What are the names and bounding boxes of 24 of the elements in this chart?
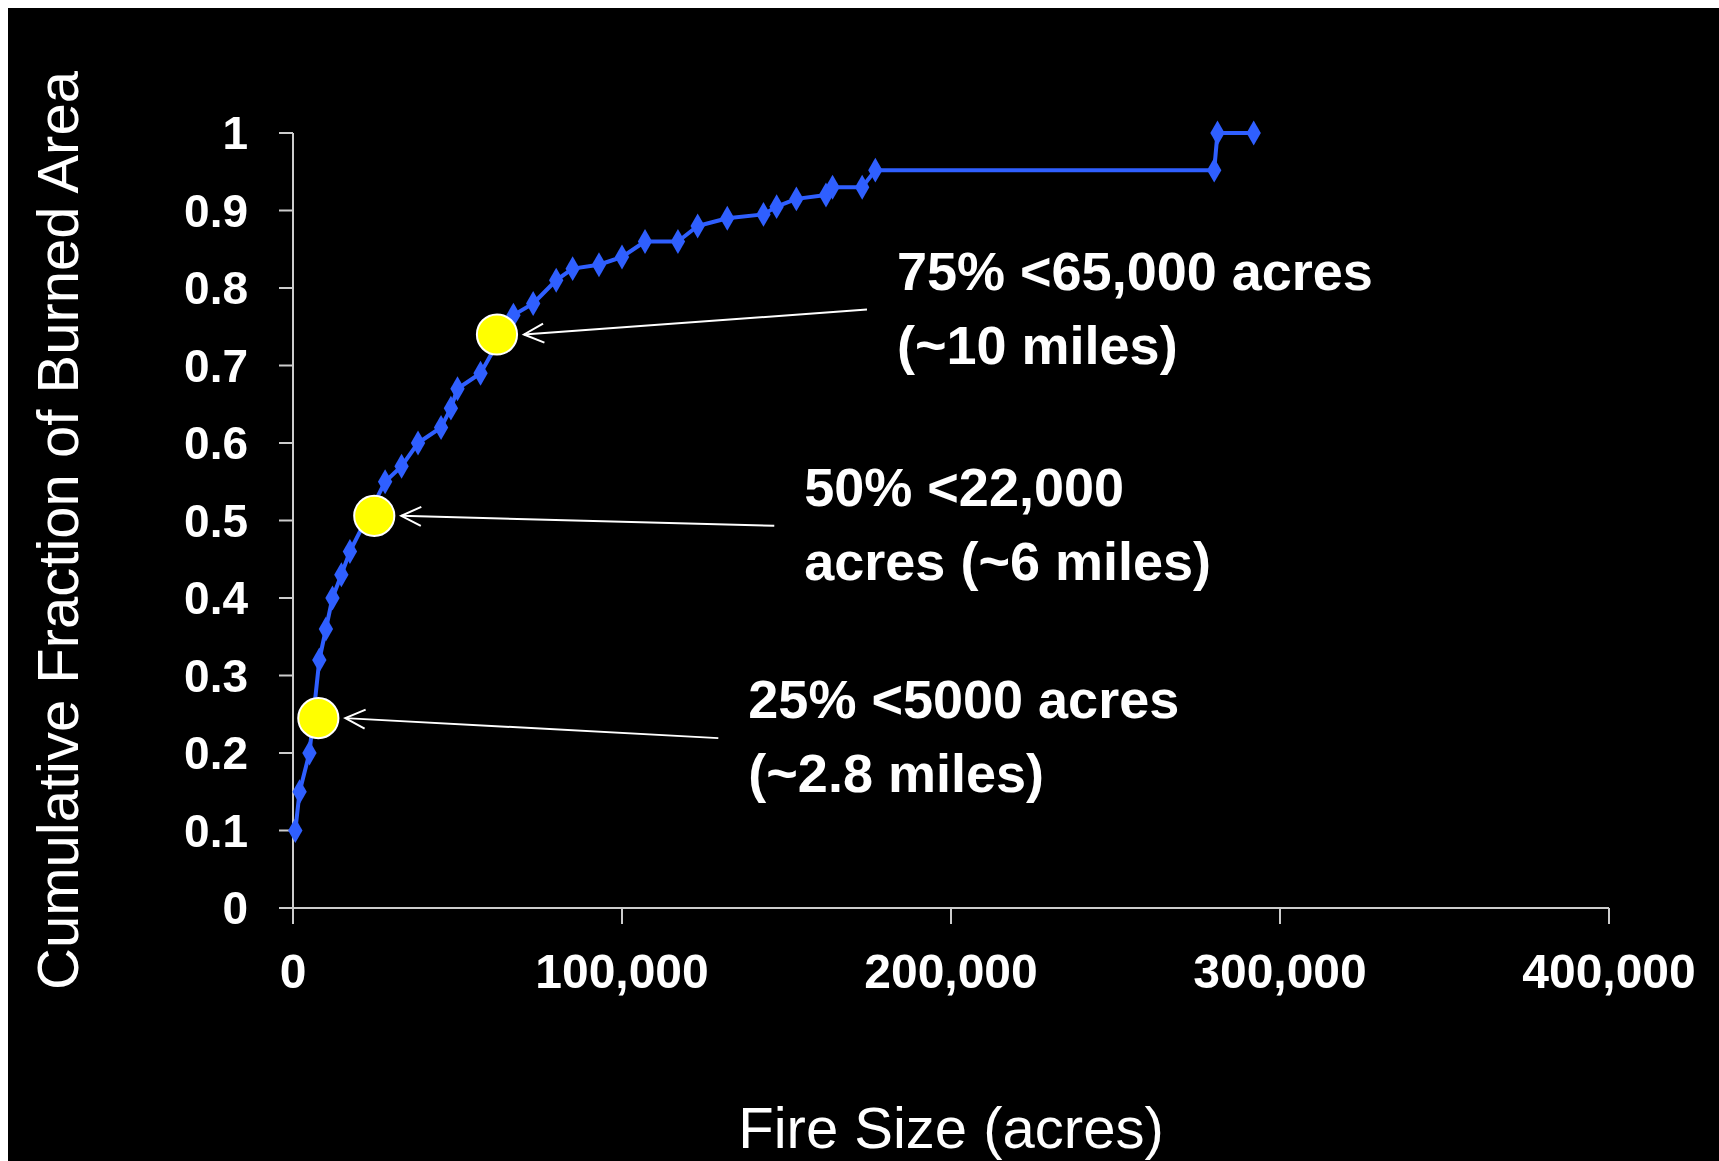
y-tick-label: 0.4 [184, 572, 249, 625]
annotation: 25% <5000 acres (~2.8 miles) [748, 669, 1180, 804]
y-tick-label: 0.6 [184, 417, 248, 470]
y-tick-label: 0.5 [184, 494, 248, 547]
annotation: 50% <22,000 acres (~6 miles) [804, 456, 1212, 591]
x-tick-label: 400,000 [1522, 945, 1696, 998]
point [297, 697, 340, 740]
y-tick-label: 0.7 [184, 339, 248, 392]
y-tick-label: 1 [222, 107, 248, 160]
x-tick-label: 100,000 [535, 945, 709, 998]
y-tick-label: 0 [222, 882, 248, 935]
point [353, 494, 396, 537]
x-tick-label: 200,000 [864, 945, 1038, 998]
x-tick-label: 300,000 [1193, 945, 1367, 998]
y-tick-label: 0.8 [184, 262, 248, 315]
x-axis-title: Fire Size (acres) [738, 1095, 1164, 1160]
x-tick-label: 0 [279, 945, 307, 998]
y-tick-label: 0.1 [184, 804, 248, 857]
y-axis-title: Cumulative Fraction of Burned Area [25, 70, 90, 990]
y-tick-label: 0.9 [184, 184, 248, 237]
y-tick-label: 0.2 [184, 727, 248, 780]
annotation: 75% <65,000 acres (~10 miles) [896, 240, 1373, 375]
y-tick-label: 0.3 [184, 649, 248, 702]
point [475, 313, 519, 356]
